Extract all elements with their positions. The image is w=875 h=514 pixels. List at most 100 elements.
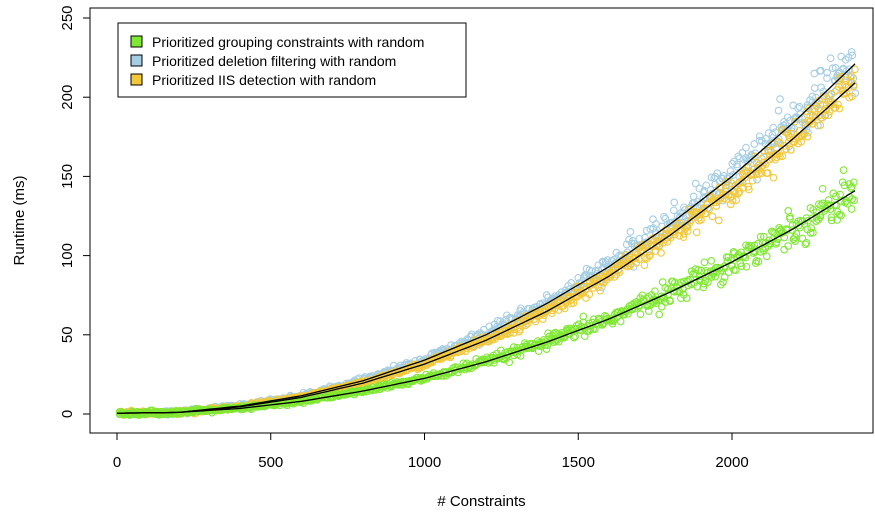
data-point bbox=[848, 51, 857, 60]
data-point bbox=[849, 178, 858, 187]
data-point bbox=[596, 318, 605, 326]
data-point bbox=[820, 111, 829, 120]
data-point bbox=[772, 238, 781, 247]
data-point bbox=[848, 195, 856, 203]
data-point bbox=[848, 92, 856, 101]
x-axis: 0 500 1000 1500 2000 bbox=[113, 433, 749, 471]
data-point bbox=[720, 273, 729, 282]
data-point bbox=[664, 285, 672, 293]
x-tick-label: 1000 bbox=[408, 454, 441, 471]
data-point bbox=[832, 192, 840, 201]
data-point bbox=[534, 347, 543, 355]
legend-swatch bbox=[130, 73, 143, 86]
data-point bbox=[809, 228, 817, 237]
fit-lines-layer bbox=[116, 63, 856, 414]
x-axis-title: # Constraints bbox=[437, 493, 525, 510]
data-point bbox=[802, 238, 811, 247]
data-point bbox=[731, 266, 740, 275]
data-point bbox=[692, 228, 701, 237]
data-point bbox=[542, 345, 551, 353]
data-point bbox=[814, 104, 823, 113]
data-point bbox=[849, 82, 858, 91]
plot-frame bbox=[89, 7, 874, 434]
legend: Prioritized grouping constraints with ra… bbox=[117, 22, 467, 98]
data-point bbox=[541, 341, 549, 350]
data-point bbox=[505, 358, 514, 367]
data-point bbox=[807, 224, 816, 232]
data-point bbox=[651, 295, 659, 304]
data-point bbox=[824, 111, 833, 120]
data-point bbox=[666, 297, 674, 306]
data-point bbox=[712, 202, 721, 210]
data-point bbox=[837, 52, 846, 61]
data-point bbox=[621, 251, 630, 259]
data-point bbox=[791, 237, 800, 245]
y-axis: 0 50 100 150 200 250 bbox=[59, 5, 90, 418]
data-point bbox=[787, 129, 796, 138]
data-point bbox=[750, 241, 759, 250]
data-point bbox=[826, 54, 835, 63]
legend-swatch bbox=[130, 35, 143, 48]
data-point bbox=[610, 273, 619, 281]
data-point bbox=[835, 104, 844, 113]
data-point bbox=[115, 410, 124, 419]
data-point bbox=[711, 272, 720, 281]
legend-label: Prioritized deletion filtering with rand… bbox=[152, 53, 396, 69]
data-point bbox=[792, 229, 801, 238]
fit-line-3 bbox=[116, 82, 856, 414]
data-point bbox=[708, 212, 717, 221]
data-point bbox=[644, 307, 653, 315]
data-point bbox=[847, 205, 856, 213]
data-point bbox=[795, 102, 804, 111]
data-point bbox=[622, 240, 631, 249]
data-point bbox=[510, 329, 518, 337]
data-point bbox=[827, 216, 836, 225]
data-point bbox=[778, 152, 787, 160]
data-point bbox=[776, 152, 784, 161]
data-point bbox=[691, 179, 700, 188]
data-point bbox=[823, 74, 831, 83]
data-point bbox=[804, 128, 812, 137]
data-point bbox=[683, 222, 692, 231]
legend-box bbox=[117, 22, 467, 98]
data-point bbox=[669, 206, 678, 215]
data-point bbox=[626, 228, 635, 236]
y-axis-title: Runtime (ms) bbox=[11, 175, 28, 265]
data-point bbox=[614, 266, 623, 274]
data-point bbox=[722, 177, 731, 186]
data-point bbox=[803, 132, 812, 141]
data-point bbox=[837, 72, 845, 81]
data-point bbox=[740, 252, 748, 260]
data-point bbox=[680, 229, 688, 238]
data-point bbox=[634, 301, 643, 310]
data-point bbox=[645, 252, 654, 260]
data-point bbox=[762, 252, 771, 261]
data-point bbox=[655, 310, 664, 319]
data-point bbox=[771, 128, 780, 137]
data-point bbox=[717, 280, 725, 289]
data-point bbox=[569, 299, 578, 307]
data-point bbox=[675, 232, 684, 240]
y-tick-label: 150 bbox=[59, 164, 76, 189]
data-point bbox=[827, 89, 836, 98]
data-point bbox=[754, 257, 763, 266]
data-point bbox=[636, 310, 645, 319]
data-point bbox=[642, 226, 651, 235]
data-point bbox=[670, 198, 679, 207]
data-point bbox=[801, 240, 810, 249]
data-point bbox=[657, 302, 666, 311]
data-point bbox=[847, 48, 856, 56]
data-point bbox=[683, 227, 692, 235]
data-point bbox=[808, 92, 817, 101]
points-layer bbox=[115, 48, 860, 419]
data-point bbox=[596, 286, 605, 295]
x-tick-label: 500 bbox=[258, 454, 283, 471]
data-point bbox=[575, 289, 584, 297]
data-point bbox=[782, 145, 791, 153]
data-point bbox=[812, 217, 821, 225]
data-point bbox=[479, 325, 488, 334]
data-point bbox=[781, 120, 790, 129]
data-point bbox=[697, 216, 705, 224]
data-point bbox=[745, 185, 753, 194]
